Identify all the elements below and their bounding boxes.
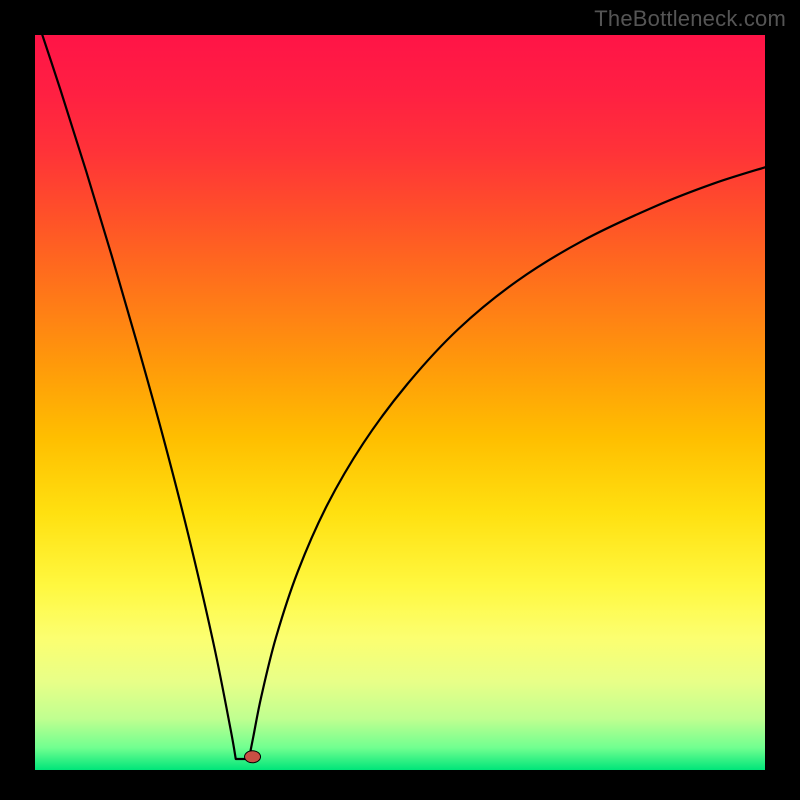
optimal-point-marker — [245, 751, 261, 763]
gradient-background — [35, 35, 765, 770]
plot-area — [35, 35, 765, 770]
bottleneck-chart — [35, 35, 765, 770]
watermark-text: TheBottleneck.com — [594, 6, 786, 32]
